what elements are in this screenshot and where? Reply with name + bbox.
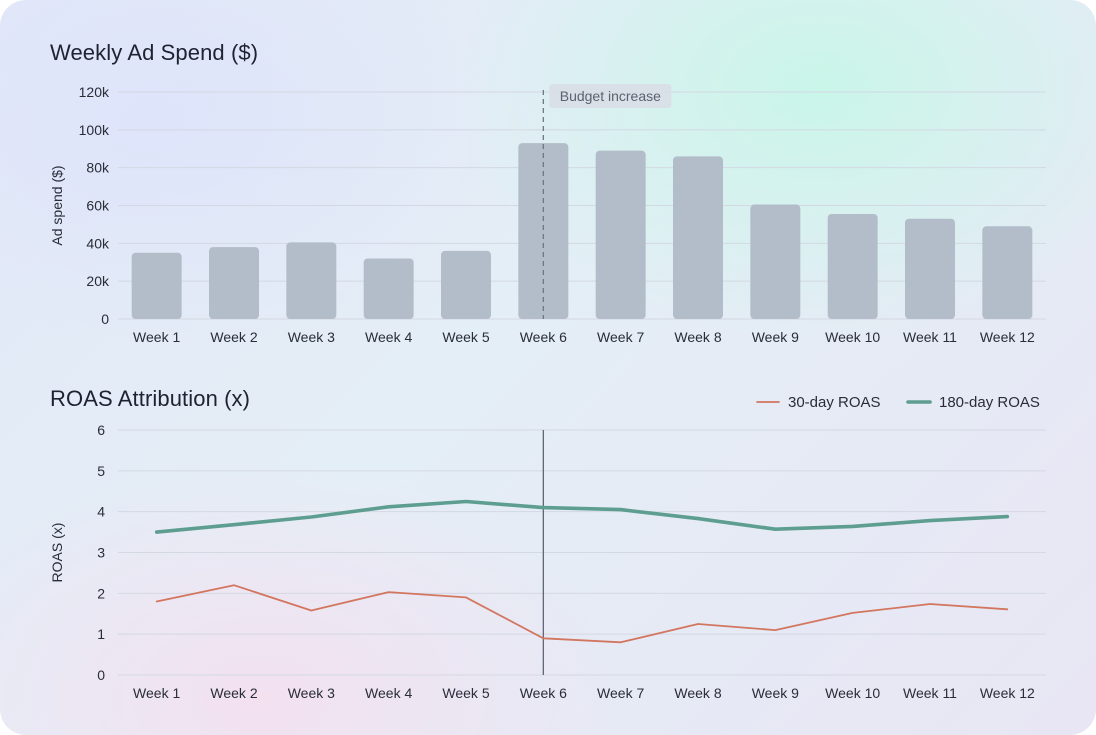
spend-x-tick-label: Week 10 <box>825 329 880 345</box>
roas-y-tick-label: 4 <box>97 504 105 520</box>
spend-y-tick-label: 60k <box>86 198 110 214</box>
roas-x-tick-label: Week 4 <box>365 685 412 701</box>
roas-y-tick-label: 2 <box>97 585 105 601</box>
roas-x-tick-label: Week 10 <box>825 685 880 701</box>
roas-chart-title: ROAS Attribution (x) <box>50 386 251 411</box>
spend-y-tick-label: 40k <box>86 235 110 251</box>
roas-x-tick-label: Week 11 <box>903 685 957 701</box>
roas-x-tick-label: Week 9 <box>752 685 799 701</box>
spend-x-tick-label: Week 6 <box>520 329 567 345</box>
roas-x-tick-label: Week 6 <box>520 685 567 701</box>
spend-y-axis-label: Ad spend ($) <box>49 165 65 245</box>
spend-x-tick-label: Week 7 <box>597 329 644 345</box>
spend-x-tick-label: Week 11 <box>903 329 957 345</box>
spend-x-tick-label: Week 4 <box>365 329 412 345</box>
spend-x-tick-label: Week 2 <box>210 329 257 345</box>
spend-bar <box>363 258 414 319</box>
spend-bar <box>673 156 723 319</box>
roas-x-tick-label: Week 2 <box>210 685 257 701</box>
spend-y-tick-label: 80k <box>86 160 110 176</box>
spend-x-tick-label: Week 5 <box>442 329 489 345</box>
spend-y-tick-label: 20k <box>86 273 110 289</box>
spend-y-tick-label: 0 <box>101 311 109 327</box>
roas-y-axis-label: ROAS (x) <box>49 523 65 583</box>
roas-y-tick-label: 0 <box>97 667 105 683</box>
roas-180day-line <box>154 499 1010 534</box>
legend-180day-label: 180-day ROAS <box>939 394 1040 411</box>
spend-x-tick-label: Week 12 <box>980 329 1035 345</box>
spend-bar <box>131 252 182 319</box>
legend-30day-label: 30-day ROAS <box>788 394 881 411</box>
spend-x-tick-label: Week 3 <box>288 329 335 345</box>
spend-bar <box>209 247 259 319</box>
budget-annotation-label: Budget increase <box>560 88 661 104</box>
spend-bar <box>595 150 646 319</box>
roas-y-tick-label: 6 <box>97 422 105 438</box>
spend-x-tick-label: Week 1 <box>133 329 180 345</box>
budget-annotation-box <box>549 84 672 108</box>
spend-bar <box>750 204 801 319</box>
roas-y-tick-label: 5 <box>97 463 105 479</box>
roas-x-tick-label: Week 7 <box>597 685 644 701</box>
spend-bar <box>518 143 569 319</box>
spend-bar <box>982 226 1033 319</box>
roas-y-tick-label: 1 <box>97 626 105 642</box>
spend-x-tick-label: Week 9 <box>752 329 799 345</box>
roas-y-tick-label: 3 <box>97 545 105 561</box>
roas-30day-line <box>155 584 1009 644</box>
spend-bar <box>905 218 955 319</box>
spend-x-tick-label: Week 8 <box>674 329 721 345</box>
roas-x-tick-label: Week 8 <box>674 685 721 701</box>
roas-x-tick-label: Week 5 <box>442 685 489 701</box>
roas-x-tick-label: Week 1 <box>133 685 180 701</box>
spend-bar <box>441 250 491 319</box>
roas-x-tick-label: Week 12 <box>980 685 1035 701</box>
spend-y-tick-label: 100k <box>79 122 110 138</box>
spend-y-tick-label: 120k <box>79 84 110 100</box>
spend-bar <box>827 214 878 319</box>
spend-chart-title: Weekly Ad Spend ($) <box>50 40 259 65</box>
roas-x-tick-label: Week 3 <box>288 685 335 701</box>
spend-bar <box>286 242 337 319</box>
